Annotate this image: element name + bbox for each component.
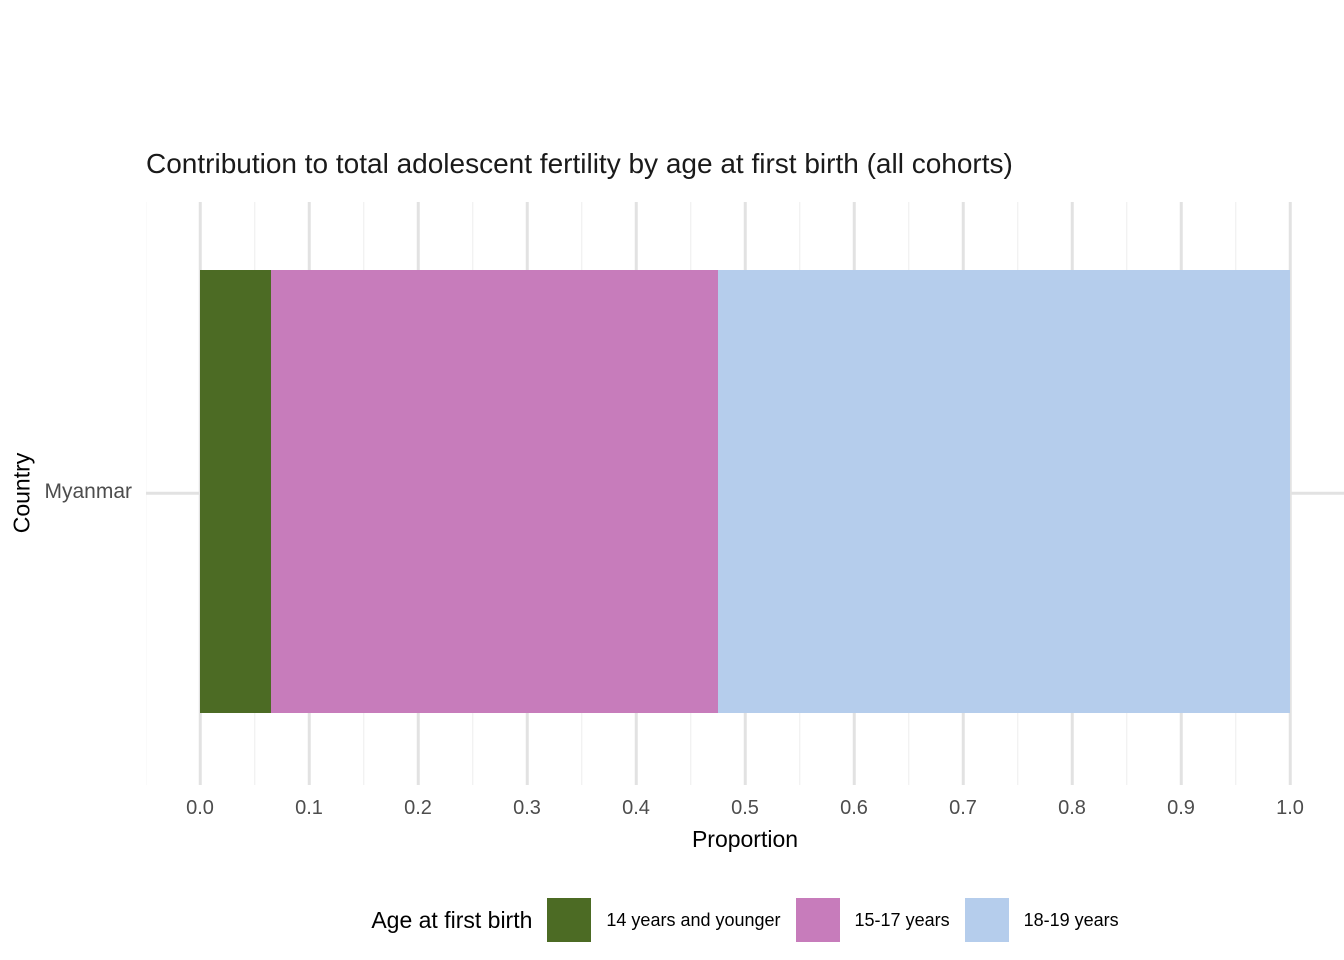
x-axis-tick-label: 0.6 <box>840 797 868 819</box>
x-axis-tick-label: 0.9 <box>1167 797 1195 819</box>
bar-segment-14-years-and-younger <box>200 270 271 713</box>
legend-key-swatch <box>795 898 840 942</box>
legend: Age at first birth 14 years and younger 1… <box>146 897 1344 943</box>
legend-label: 15-17 years <box>854 909 950 930</box>
legend-key-swatch <box>547 898 592 942</box>
x-axis-tick-label: 0.8 <box>1058 797 1086 819</box>
x-axis-tick-label: 0.2 <box>404 797 432 819</box>
legend-label: 14 years and younger <box>606 909 781 930</box>
bar-segment-18-19-years <box>717 270 1290 713</box>
stacked-bar <box>146 270 1344 713</box>
legend-item-15-17-years: 15-17 years <box>795 898 950 942</box>
legend-label: 18-19 years <box>1023 909 1119 930</box>
plot-panel <box>146 202 1344 785</box>
x-axis-title: Proportion <box>691 826 799 852</box>
x-axis-tick-label: 0.5 <box>731 797 759 819</box>
y-axis-tick-label: Myanmar <box>44 480 132 503</box>
x-axis-tick-label: 0.1 <box>295 797 323 819</box>
x-axis-tick-label: 1.0 <box>1276 797 1304 819</box>
bar-segment-15-17-years <box>270 270 718 713</box>
x-axis-tick-label: 0.4 <box>622 797 650 819</box>
x-axis-tick-label: 0.3 <box>513 797 541 819</box>
legend-title: Age at first birth <box>371 906 533 933</box>
legend-item-14-years-and-younger: 14 years and younger <box>547 898 781 942</box>
chart-title: Contribution to total adolescent fertili… <box>146 148 1013 179</box>
y-axis-title: Country <box>8 452 35 534</box>
legend-item-18-19-years: 18-19 years <box>964 898 1119 942</box>
x-axis-tick-label: 0.0 <box>186 797 214 819</box>
x-axis-tick-label: 0.7 <box>949 797 977 819</box>
legend-key-swatch <box>964 898 1009 942</box>
